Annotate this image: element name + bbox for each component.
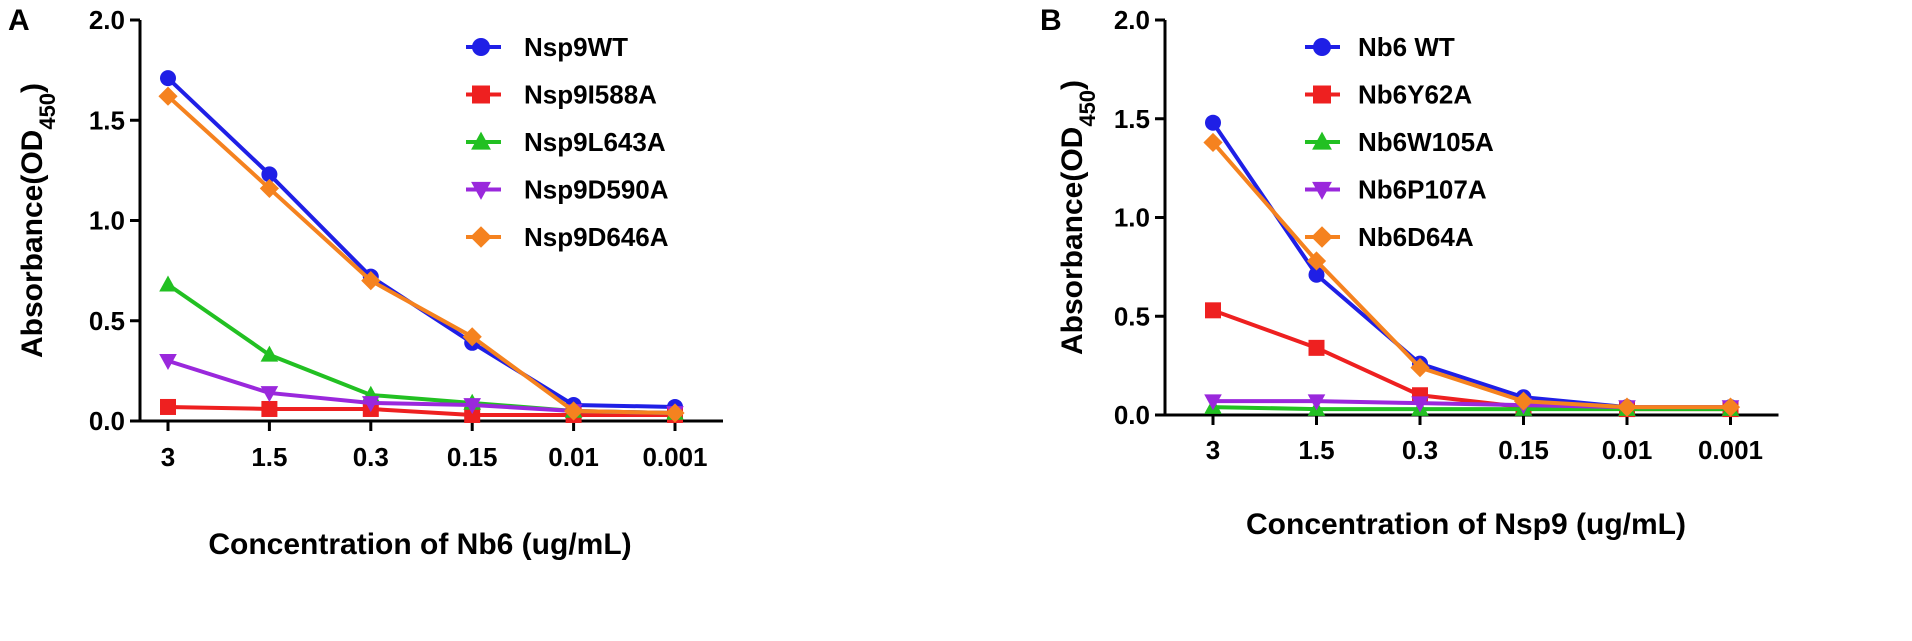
- data-point: [1205, 114, 1221, 131]
- data-point: [1205, 302, 1221, 319]
- legend-label: Nsp9I588A: [524, 80, 657, 110]
- legend-marker: [1313, 85, 1331, 104]
- x-tick-label: 0.01: [548, 442, 599, 472]
- data-point: [1720, 397, 1741, 417]
- data-point: [564, 401, 584, 421]
- legend-label: Nb6Y62A: [1358, 80, 1472, 110]
- data-point: [259, 178, 279, 199]
- legend-label: Nsp9L643A: [524, 127, 666, 157]
- x-axis-title: Concentration of Nb6 (ug/mL): [208, 528, 631, 561]
- data-point: [462, 327, 482, 347]
- panel-label: B: [1040, 4, 1062, 37]
- data-point: [1617, 397, 1637, 417]
- legend-item: Nsp9I588A: [466, 80, 657, 110]
- legend-label: Nb6W105A: [1358, 127, 1494, 157]
- y-tick-label: 2.0: [1114, 5, 1150, 35]
- legend-item: Nb6W105A: [1305, 127, 1494, 157]
- data-point: [1308, 339, 1325, 356]
- series-line: [1211, 141, 1731, 410]
- legend-marker: [1311, 226, 1333, 248]
- x-tick-label: 0.01: [1602, 435, 1653, 465]
- legend-item: Nb6Y62A: [1305, 80, 1472, 110]
- legend-item: Nsp9WT: [466, 32, 628, 62]
- legend-item: Nb6 WT: [1305, 32, 1455, 62]
- panel-label: A: [8, 4, 30, 37]
- x-tick-label: 3: [161, 442, 175, 472]
- data-point: [1204, 394, 1222, 411]
- series-line: [1212, 308, 1731, 412]
- legend-marker: [1312, 131, 1332, 150]
- x-tick-label: 0.15: [1498, 435, 1549, 465]
- x-tick-label: 0.15: [447, 442, 498, 472]
- data-point: [361, 271, 381, 291]
- legend-item: Nb6D64A: [1305, 222, 1474, 252]
- series-nsp9l643a: [159, 275, 684, 420]
- legend-label: Nb6P107A: [1358, 175, 1487, 205]
- legend-label: Nsp9D590A: [524, 175, 669, 205]
- legend-marker: [470, 226, 492, 248]
- legend-marker: [1313, 38, 1331, 56]
- x-tick-label: 0.001: [1698, 435, 1763, 465]
- y-tick-label: 0.0: [1114, 400, 1150, 430]
- x-tick-label: 3: [1206, 435, 1220, 465]
- chart-panel-b: B 0.0 0.5 1.0 1.5 2.0 3 1.5 0.3 0.15 0.01 0.001 Conc…: [1040, 4, 1779, 541]
- y-axis-title: Absorbance(OD450): [1056, 80, 1100, 355]
- data-point: [260, 345, 279, 362]
- legend-marker: [1312, 181, 1332, 200]
- data-point: [160, 398, 176, 415]
- data-point: [159, 275, 177, 292]
- x-tick-label: 0.3: [1402, 435, 1438, 465]
- data-point: [260, 386, 279, 403]
- legend-item: Nsp9L643A: [466, 127, 666, 157]
- series-line: [166, 94, 676, 415]
- y-tick-label: 1.5: [1114, 104, 1150, 134]
- legend-label: Nsp9WT: [524, 32, 628, 62]
- legend-label: Nb6 WT: [1358, 32, 1455, 62]
- x-tick-label: 0.3: [353, 442, 389, 472]
- y-tick-label: 2.0: [89, 5, 125, 35]
- data-point: [1308, 266, 1325, 283]
- data-point: [160, 70, 176, 87]
- y-tick-label: 0.5: [1114, 301, 1150, 331]
- x-tick-label: 1.5: [1298, 435, 1334, 465]
- x-axis-title: Concentration of Nsp9 (ug/mL): [1246, 508, 1686, 541]
- data-point: [665, 403, 685, 423]
- data-point: [1307, 394, 1326, 411]
- legend-label: Nb6D64A: [1358, 222, 1474, 252]
- data-point: [1411, 396, 1429, 413]
- legend-item: Nsp9D646A: [466, 222, 669, 252]
- x-tick-label: 0.001: [642, 442, 707, 472]
- legend-item: Nsp9D590A: [466, 175, 669, 205]
- data-point: [261, 166, 278, 183]
- x-tick-label: 1.5: [251, 442, 287, 472]
- data-point: [159, 354, 177, 371]
- y-tick-label: 1.0: [89, 206, 125, 236]
- data-point: [261, 400, 278, 417]
- y-tick-label: 1.0: [1114, 203, 1150, 233]
- series-line: [167, 404, 675, 417]
- legend-marker: [472, 38, 490, 56]
- data-point: [464, 406, 481, 423]
- data-point: [158, 86, 178, 106]
- legend-item: Nb6P107A: [1305, 175, 1487, 205]
- series-nb6-wt: [1205, 114, 1739, 416]
- y-axis-title: Absorbance(OD450): [16, 83, 60, 358]
- series-line: [1211, 121, 1731, 410]
- data-point: [463, 398, 481, 415]
- legend-marker: [472, 85, 490, 104]
- series-nsp9d646a: [158, 86, 685, 423]
- y-tick-label: 1.5: [89, 105, 125, 135]
- series-line: [166, 283, 676, 415]
- data-point: [362, 396, 380, 413]
- legend-marker: [471, 181, 491, 200]
- legend-label: Nsp9D646A: [524, 222, 669, 252]
- chart-panel-a: A 0.0 0.5 1.0 1.5 2.0 3 1.5 0.3 0.15 0.01 0.001 Conc…: [8, 4, 723, 561]
- legend-marker: [471, 131, 491, 150]
- y-tick-label: 0.0: [89, 406, 125, 436]
- y-tick-label: 0.5: [89, 306, 125, 336]
